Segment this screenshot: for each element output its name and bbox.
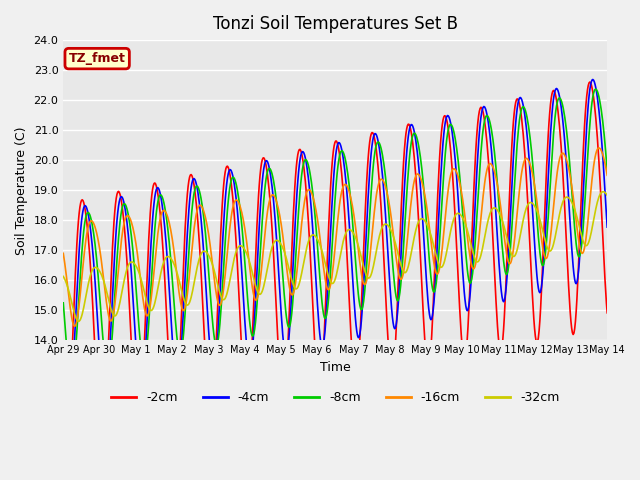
-2cm bbox=[60, 436, 67, 442]
-16cm bbox=[595, 145, 603, 151]
-2cm bbox=[210, 389, 218, 395]
-8cm bbox=[68, 377, 76, 383]
-4cm bbox=[402, 159, 410, 165]
-2cm bbox=[402, 131, 410, 136]
-8cm bbox=[181, 311, 189, 316]
-32cm bbox=[69, 305, 77, 311]
-4cm bbox=[65, 407, 72, 413]
-8cm bbox=[60, 300, 67, 306]
-16cm bbox=[71, 324, 79, 329]
-16cm bbox=[60, 251, 67, 256]
Line: -32cm: -32cm bbox=[63, 192, 607, 322]
Line: -2cm: -2cm bbox=[63, 82, 607, 452]
-16cm bbox=[604, 172, 611, 178]
-16cm bbox=[69, 321, 77, 327]
-16cm bbox=[402, 251, 410, 256]
Line: -8cm: -8cm bbox=[63, 89, 607, 380]
-16cm bbox=[126, 215, 134, 221]
-4cm bbox=[418, 204, 426, 210]
-2cm bbox=[181, 226, 189, 232]
-2cm bbox=[604, 310, 611, 316]
-32cm bbox=[181, 300, 189, 305]
-8cm bbox=[70, 366, 77, 372]
-4cm bbox=[60, 360, 67, 365]
-32cm bbox=[60, 274, 67, 279]
-2cm bbox=[70, 306, 77, 312]
-16cm bbox=[418, 179, 426, 185]
-4cm bbox=[210, 371, 218, 376]
-32cm bbox=[210, 266, 218, 272]
-4cm bbox=[589, 77, 596, 83]
-2cm bbox=[586, 79, 594, 85]
-32cm bbox=[600, 189, 607, 194]
-32cm bbox=[126, 260, 134, 266]
-4cm bbox=[126, 250, 134, 255]
-32cm bbox=[402, 269, 410, 275]
-4cm bbox=[181, 274, 189, 279]
-8cm bbox=[604, 168, 611, 174]
Y-axis label: Soil Temperature (C): Soil Temperature (C) bbox=[15, 126, 28, 254]
X-axis label: Time: Time bbox=[320, 361, 351, 374]
-8cm bbox=[592, 86, 600, 92]
-32cm bbox=[418, 216, 426, 222]
-8cm bbox=[418, 166, 426, 172]
-16cm bbox=[210, 273, 218, 278]
Text: TZ_fmet: TZ_fmet bbox=[68, 52, 125, 65]
-16cm bbox=[181, 305, 189, 311]
-8cm bbox=[402, 204, 410, 209]
-8cm bbox=[210, 331, 218, 337]
Title: Tonzi Soil Temperatures Set B: Tonzi Soil Temperatures Set B bbox=[212, 15, 458, 33]
Legend: -2cm, -4cm, -8cm, -16cm, -32cm: -2cm, -4cm, -8cm, -16cm, -32cm bbox=[106, 386, 564, 409]
-2cm bbox=[126, 311, 134, 317]
-32cm bbox=[75, 319, 83, 324]
Line: -4cm: -4cm bbox=[63, 80, 607, 410]
-32cm bbox=[604, 192, 611, 198]
-2cm bbox=[61, 449, 69, 455]
-2cm bbox=[418, 283, 426, 288]
-4cm bbox=[70, 349, 77, 355]
-4cm bbox=[604, 224, 611, 230]
Line: -16cm: -16cm bbox=[63, 148, 607, 326]
-8cm bbox=[126, 221, 134, 227]
